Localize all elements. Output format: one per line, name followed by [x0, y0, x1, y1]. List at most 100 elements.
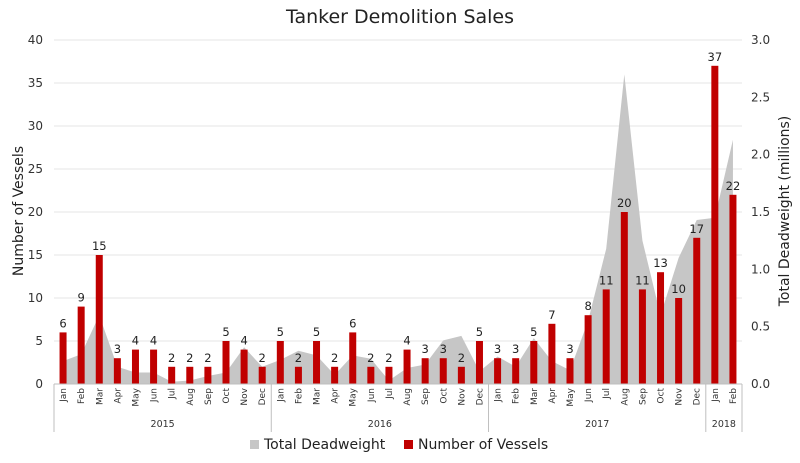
bar-value-label: 10: [671, 282, 686, 296]
x-tick-month: Nov: [240, 387, 250, 405]
vessel-bar: [113, 358, 121, 384]
y-tick-left: 20: [28, 205, 43, 219]
y-tick-left: 35: [28, 76, 43, 90]
vessel-bar: [584, 315, 592, 384]
vessel-bar: [693, 237, 701, 384]
vessel-bar: [729, 194, 737, 384]
vessel-bar: [602, 289, 610, 384]
chart-title: Tanker Demolition Sales: [285, 6, 514, 28]
x-tick-month: Apr: [331, 388, 341, 404]
bar-value-label: 17: [689, 222, 704, 236]
x-tick-month: Dec: [258, 388, 268, 405]
bar-value-label: 2: [367, 351, 374, 365]
vessel-bar: [349, 332, 357, 384]
bar-value-label: 5: [222, 325, 229, 339]
vessel-bar: [59, 332, 67, 384]
y-tick-left: 5: [35, 334, 43, 348]
vessel-bar: [439, 358, 447, 384]
y-axis-title-right: Total Deadweight (millions): [777, 116, 793, 308]
y-tick-right: 0.5: [751, 320, 770, 334]
x-tick-month: Apr: [113, 388, 123, 404]
x-tick-month: Dec: [475, 388, 485, 405]
y-tick-left: 10: [28, 291, 43, 305]
bar-value-label: 5: [476, 325, 483, 339]
x-tick-month: Jan: [276, 388, 286, 403]
vessel-bar: [222, 341, 230, 384]
y-tick-right: 2.0: [751, 148, 770, 162]
bar-value-label: 5: [530, 325, 537, 339]
bar-value-label: 3: [114, 342, 121, 356]
legend-label-number-of-vessels: Number of Vessels: [418, 437, 548, 453]
x-tick-month: Jul: [168, 388, 178, 400]
vessel-bar: [494, 358, 502, 384]
x-tick-month: Sep: [421, 388, 431, 405]
bar-value-label: 2: [168, 351, 175, 365]
vessel-bar: [530, 341, 538, 384]
vessel-bar: [95, 255, 103, 384]
bar-value-label: 3: [440, 342, 447, 356]
legend: Total Deadweight Number of Vessels: [250, 437, 548, 453]
x-tick-year: 2015: [151, 419, 175, 430]
bar-value-label: 7: [548, 308, 555, 322]
legend-swatch-total-deadweight: [250, 440, 259, 449]
x-tick-month: Sep: [638, 388, 648, 405]
x-tick-month: May: [131, 387, 141, 406]
x-tick-month: Dec: [693, 388, 703, 405]
vessel-bar: [711, 65, 719, 385]
vessel-bar: [240, 349, 248, 384]
gridlines: [54, 39, 742, 342]
x-tick-month: Jan: [711, 388, 721, 403]
bar-value-label: 11: [599, 273, 614, 287]
axes: 05101520253035400.00.51.01.52.02.53.0Jan…: [28, 33, 770, 432]
x-tick-month: Jul: [602, 388, 612, 400]
vessel-bar: [548, 323, 556, 384]
bar-value-label: 2: [458, 351, 465, 365]
x-tick-month: Feb: [294, 388, 304, 404]
bar-value-label: 3: [566, 342, 573, 356]
x-tick-month: Jan: [59, 388, 69, 403]
bar-value-label: 6: [59, 316, 66, 330]
x-tick-month: Mar: [530, 388, 540, 405]
bar-value-label: 6: [349, 316, 356, 330]
bar-value-label: 5: [313, 325, 320, 339]
y-tick-left: 40: [28, 33, 43, 47]
x-tick-month: Mar: [95, 388, 105, 405]
legend-label-total-deadweight: Total Deadweight: [263, 437, 386, 453]
bar-value-label: 8: [584, 299, 591, 313]
x-tick-month: Oct: [222, 388, 232, 404]
vessel-bar: [276, 341, 284, 384]
bar-value-label: 4: [132, 334, 139, 348]
bar-value-label: 3: [512, 342, 519, 356]
vessel-bar: [512, 358, 520, 384]
x-tick-month: Nov: [675, 387, 685, 405]
vessel-bar: [313, 341, 321, 384]
x-tick-month: May: [566, 387, 576, 406]
vessel-bar: [421, 358, 429, 384]
x-tick-year: 2016: [368, 419, 392, 430]
x-tick-month: Feb: [729, 388, 739, 404]
vessel-bar: [367, 366, 375, 384]
vessel-bar: [620, 212, 628, 384]
x-tick-year: 2018: [712, 419, 736, 430]
x-tick-month: Jan: [494, 388, 504, 403]
x-tick-month: Oct: [439, 388, 449, 404]
bar-value-label: 22: [726, 179, 741, 193]
bar-value-label: 20: [617, 196, 632, 210]
x-tick-month: Jul: [385, 388, 395, 400]
vessel-bar: [77, 306, 85, 384]
bar-value-label: 5: [277, 325, 284, 339]
vessel-bar: [457, 366, 465, 384]
x-tick-month: Jun: [584, 388, 594, 403]
bar-value-label: 9: [77, 291, 84, 305]
vessel-bar: [168, 366, 176, 384]
y-tick-left: 0: [35, 377, 43, 391]
x-tick-month: Sep: [204, 388, 214, 405]
y-tick-right: 1.5: [751, 205, 770, 219]
vessel-bar: [258, 366, 266, 384]
bar-value-label: 2: [204, 351, 211, 365]
x-tick-month: Mar: [313, 388, 323, 405]
bar-value-label: 2: [331, 351, 338, 365]
x-tick-month: Feb: [77, 388, 87, 404]
bar-value-label: 2: [259, 351, 266, 365]
y-tick-right: 0.0: [751, 377, 770, 391]
